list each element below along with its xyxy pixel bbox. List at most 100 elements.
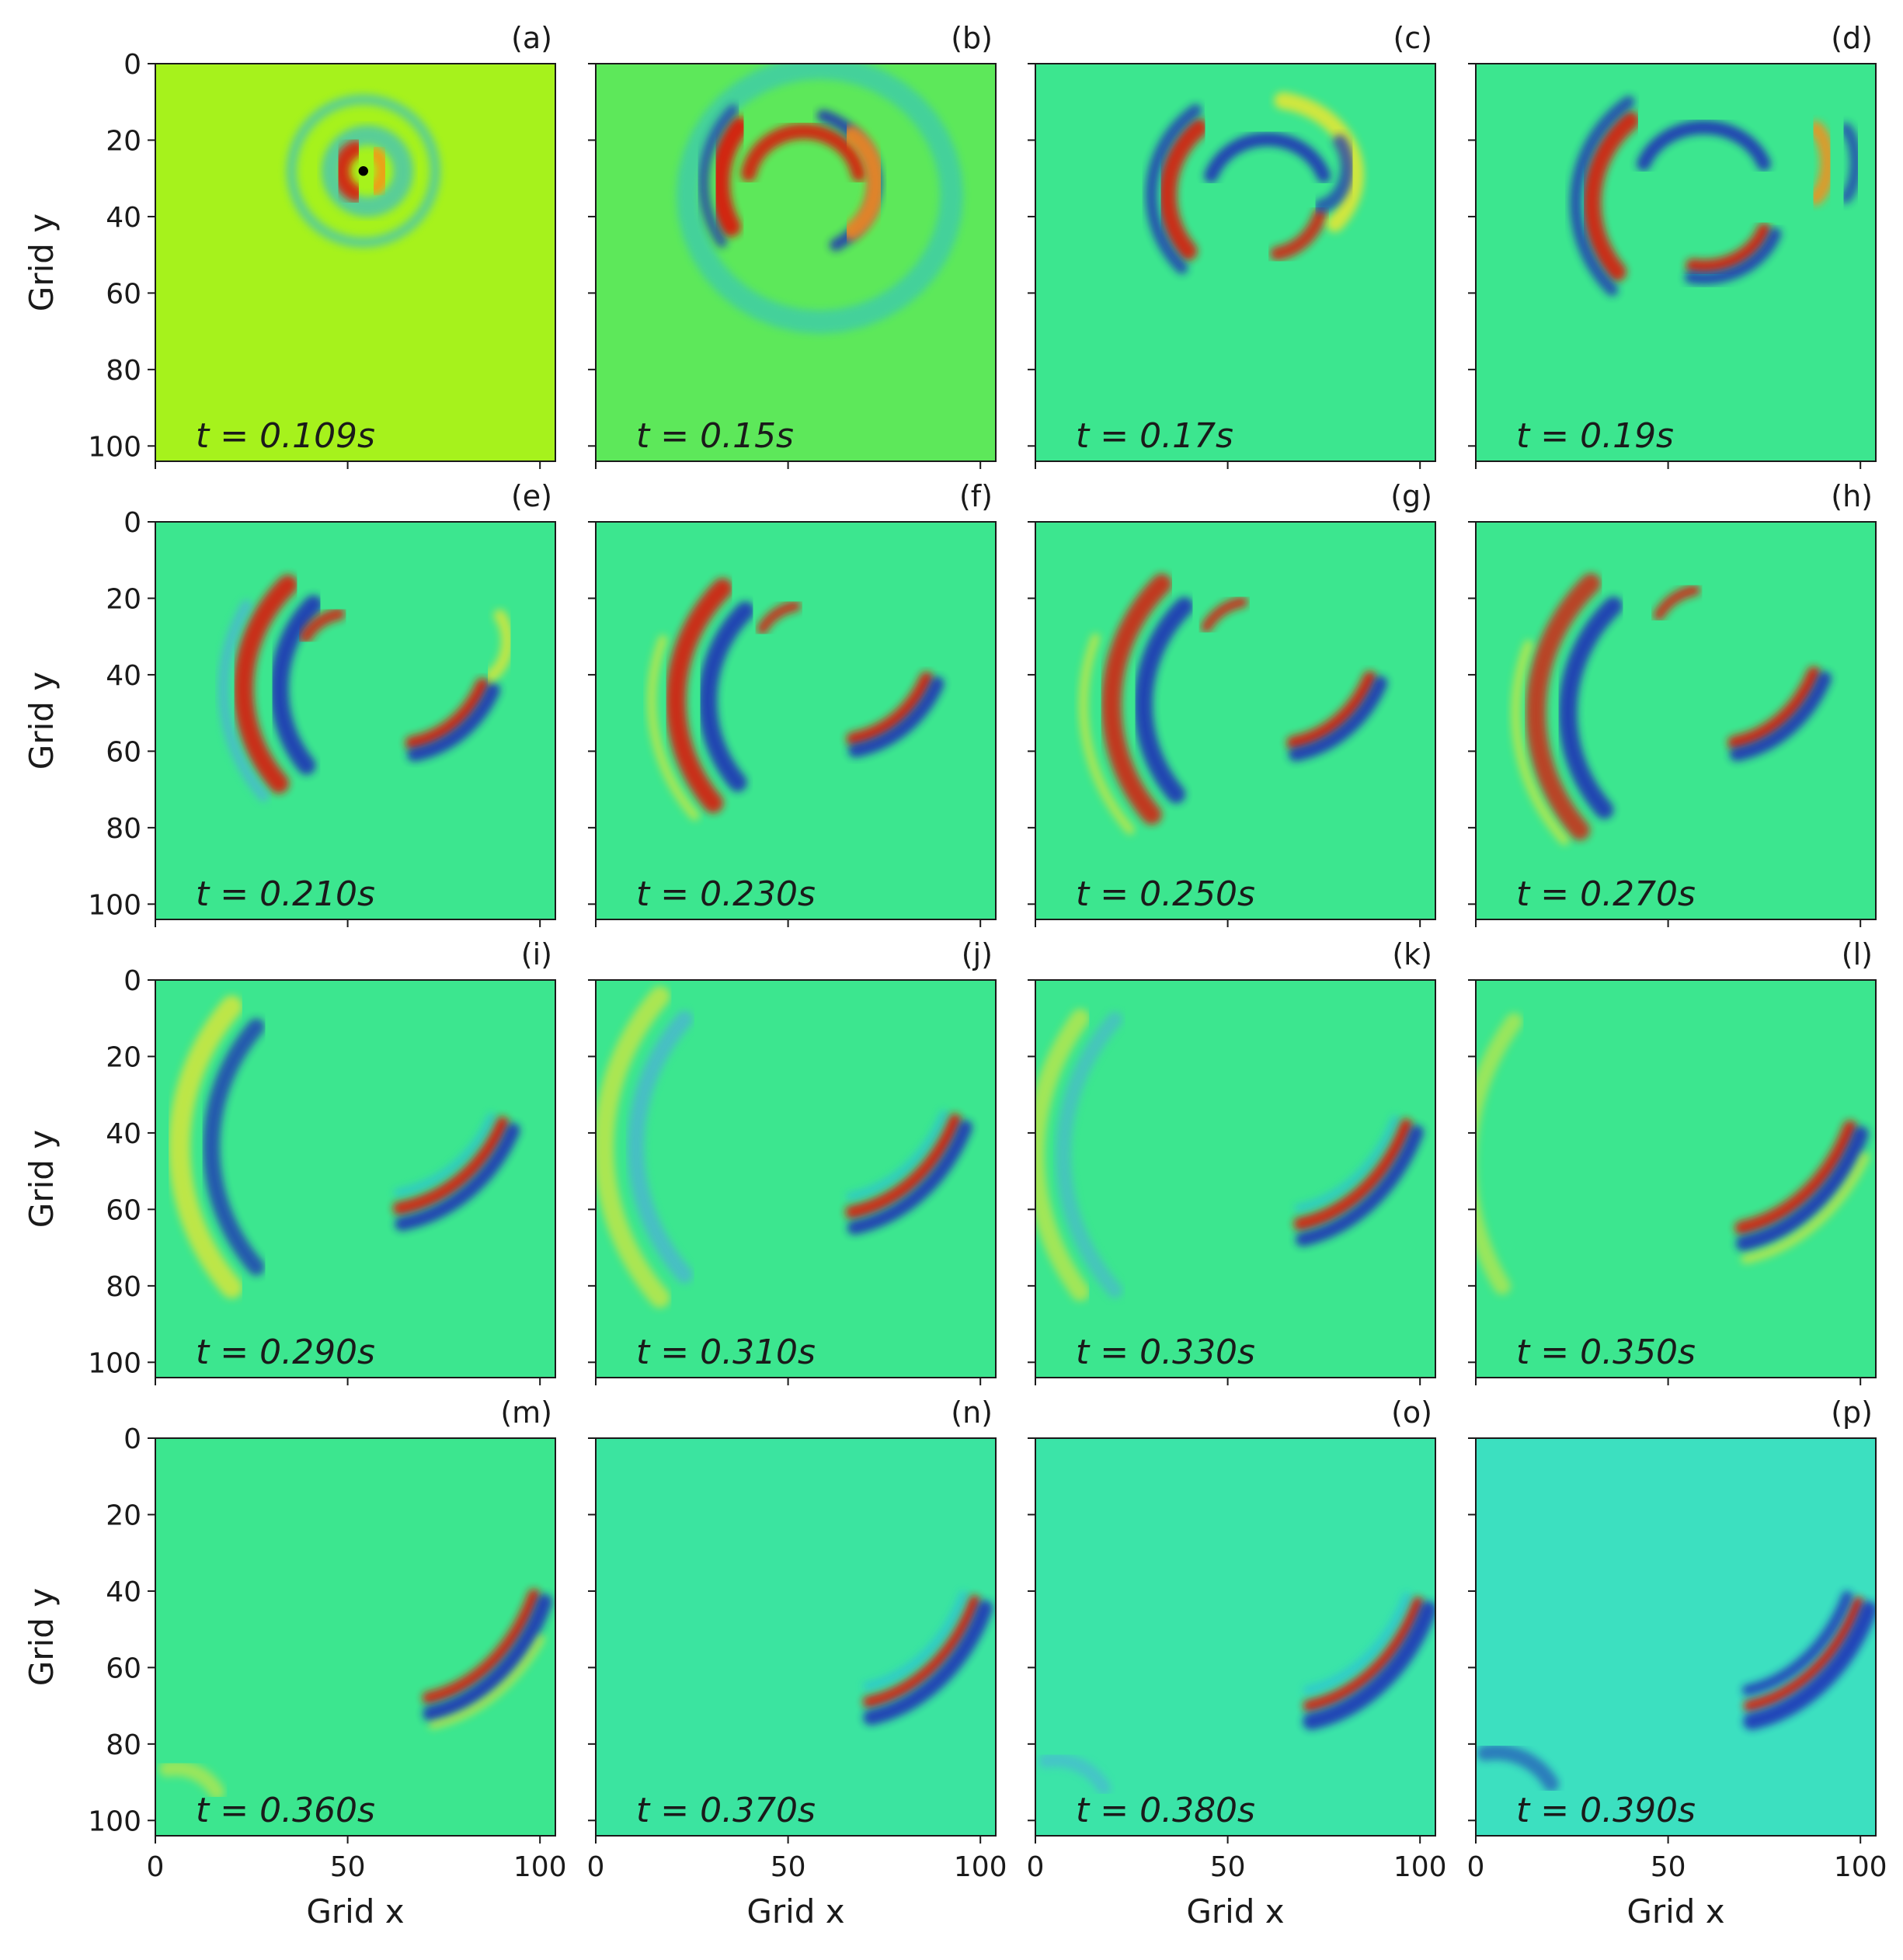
wavefront-arc [1476, 1013, 1523, 1295]
time-annotation: t = 0.109s [196, 416, 375, 456]
time-annotation: t = 0.310s [636, 1333, 816, 1372]
panel-frame [155, 1437, 556, 1837]
wavefront-arc [1735, 1126, 1869, 1252]
wavefront-arc [407, 683, 500, 762]
time-annotation: t = 0.230s [636, 874, 816, 914]
wavefront-arc [1158, 118, 1209, 261]
panel-label: (d) [1831, 21, 1873, 55]
x-tick-label: 50 [1210, 1851, 1246, 1883]
wavefront-arc [485, 609, 514, 682]
x-tick-label: 0 [1467, 1851, 1485, 1883]
panel-label: (o) [1391, 1395, 1432, 1430]
wavefront-arc [1807, 120, 1836, 206]
heatmap-panel: 0 50 100 (n) t = 0.370s Grid x [587, 1395, 1007, 1930]
wavefront-arc [168, 996, 243, 1298]
wavefront-arc [217, 599, 270, 802]
y-axis-label: Grid y [23, 672, 61, 770]
wavefront-arc [757, 600, 802, 635]
heatmap-panel: 0 50 100 (p) t = 0.390s Grid x [1467, 1395, 1887, 1930]
wavefront-arc [1686, 223, 1771, 274]
wavefront-arc [647, 634, 700, 821]
wavefront-arc [1145, 103, 1202, 275]
wavefront-pattern [596, 985, 973, 1308]
wavefront-pattern [286, 94, 441, 248]
heatmap-panel: (l) t = 0.350s [1468, 937, 1877, 1385]
wavefront-arc [1743, 1600, 1876, 1730]
y-tick-label: 80 [106, 1729, 141, 1761]
wavefront-arc [1055, 1011, 1123, 1298]
wavefront-arc [332, 140, 365, 203]
time-annotation: t = 0.270s [1516, 874, 1696, 914]
wavefront-pattern [1038, 1592, 1435, 1795]
wavefront-arc [270, 595, 323, 775]
panel-frame [1035, 979, 1436, 1378]
wavefront-arc [405, 677, 489, 750]
heatmap-panel: (h) t = 0.270s [1468, 479, 1877, 927]
time-annotation: t = 0.370s [636, 1791, 816, 1830]
wavefront-arc [368, 147, 391, 196]
x-tick-label: 0 [587, 1851, 605, 1883]
x-tick-label: 100 [954, 1851, 1007, 1883]
heatmap-panel: 0 20 40 60 80 100 (i) t = 0.290s Grid y [23, 937, 556, 1385]
panel-field [1035, 522, 1435, 919]
panel-frame [1475, 979, 1877, 1378]
panel-label: (m) [500, 1395, 552, 1430]
wavefront-arc [1511, 640, 1570, 846]
wavefront-arc [862, 1590, 968, 1691]
wavefront-arc [392, 1116, 510, 1215]
wavefront-arc [1743, 1597, 1864, 1712]
y-tick-label: 100 [88, 1347, 141, 1379]
wavefront-arc [321, 125, 414, 217]
wavefront-arc [845, 1113, 962, 1219]
wavefront-arc [1286, 671, 1377, 750]
heatmap-panel: 0 20 40 60 80 100 (e) t = 0.210s Grid y [23, 479, 556, 927]
panel-label: (a) [511, 21, 552, 55]
y-axis-label: Grid y [23, 214, 61, 311]
wavefront-arc [863, 1600, 993, 1725]
panel-field [155, 64, 555, 461]
heatmap-panel: (g) t = 0.250s [1028, 479, 1436, 927]
y-tick-label: 0 [124, 1423, 141, 1455]
wavefront-arc [698, 601, 755, 792]
time-annotation: t = 0.17s [1076, 416, 1233, 456]
wavefront-arc [159, 1760, 225, 1800]
wavefront-arc [1101, 573, 1172, 825]
wavefront-arc [1727, 666, 1821, 750]
wavefront-pattern [168, 996, 520, 1298]
heatmap-panel: (b) t = 0.15s [588, 21, 997, 469]
y-tick-label: 20 [106, 1041, 141, 1073]
wavefront-arc [1294, 1114, 1399, 1212]
wavefront-arc [709, 116, 750, 237]
wavefront-arc [1303, 1597, 1424, 1712]
source-point [358, 166, 368, 176]
panel-frame [1035, 63, 1436, 462]
y-tick-label: 0 [124, 507, 141, 539]
wavefront-arc [203, 1018, 265, 1276]
wavefront-arc [842, 125, 885, 241]
wavefront-arc [422, 1588, 541, 1705]
wavefront-arc [393, 1113, 496, 1197]
panel-label: (n) [951, 1395, 993, 1430]
wavefront-pattern [862, 1590, 993, 1725]
wavefront-arc [862, 1595, 981, 1708]
wavefront-pattern [1476, 1013, 1870, 1295]
time-annotation: t = 0.15s [636, 416, 794, 456]
wavefront-pattern [1078, 573, 1388, 835]
y-tick-label: 40 [106, 660, 141, 692]
wavefront-pattern [676, 64, 964, 334]
y-axis-label: Grid y [23, 1588, 61, 1686]
y-tick-label: 40 [106, 202, 141, 234]
time-annotation: t = 0.380s [1076, 1791, 1255, 1830]
panel-frame [155, 979, 556, 1378]
panel-field [596, 522, 996, 919]
panel-label: (c) [1393, 21, 1432, 55]
heatmap-panel: 0 20 40 60 80 100 (a) t = 0.109s Grid y [23, 21, 556, 469]
wavefront-arc [1035, 1009, 1090, 1301]
time-annotation: t = 0.210s [196, 874, 375, 914]
x-tick-label: 100 [1834, 1851, 1887, 1883]
heatmap-panel: (c) t = 0.17s [1028, 21, 1436, 469]
wavefront-arc [627, 1010, 694, 1284]
wavefront-arc [676, 64, 964, 334]
wavefront-arc [1653, 585, 1700, 621]
